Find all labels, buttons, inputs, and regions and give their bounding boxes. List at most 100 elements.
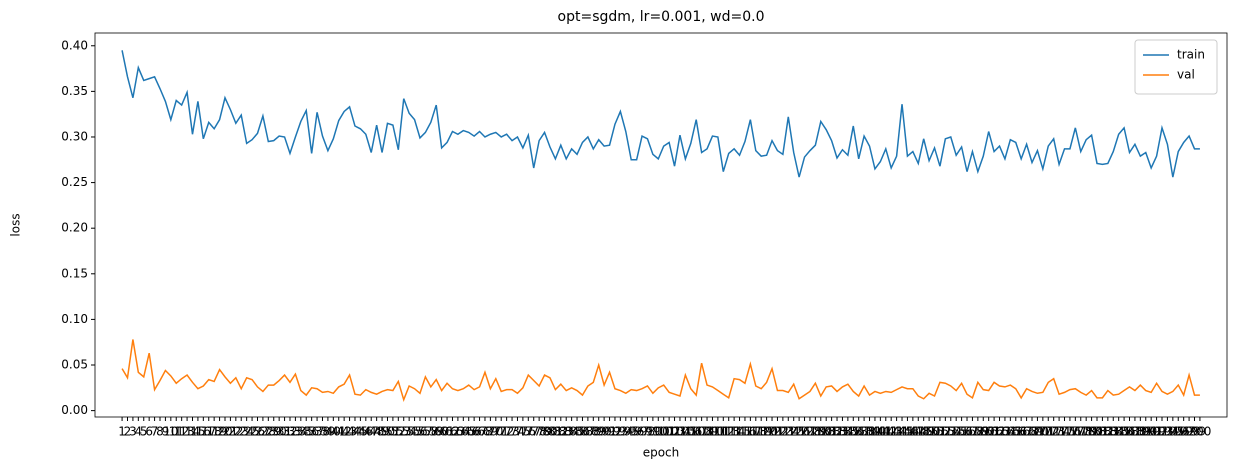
x-tick-label: 177 [1064,425,1087,439]
x-tick-label: 191 [1140,425,1163,439]
x-tick-label: 173 [1042,425,1065,439]
x-tick-label: 27 [255,425,270,439]
x-tick-label: 5 [140,425,148,439]
x-tick-label: 168 [1015,425,1038,439]
x-tick-label: 198 [1178,425,1201,439]
x-tick-label: 158 [961,425,984,439]
y-tick-label: 0.05 [61,358,88,372]
x-tick-label: 112 [712,425,735,439]
x-tick-label: 170 [1026,425,1049,439]
x-tick-label: 71 [494,425,509,439]
x-tick-label: 116 [733,425,756,439]
y-tick-label: 0.15 [61,266,88,280]
x-tick-label: 17 [201,425,216,439]
x-tick-label: 26 [250,425,265,439]
x-tick-label: 95 [624,425,639,439]
x-tick-label: 43 [342,425,357,439]
x-tick-label: 69 [483,425,498,439]
x-tick-label: 150 [918,425,941,439]
x-tick-label: 185 [1107,425,1130,439]
x-tick-label: 84 [564,425,579,439]
x-tick-label: 172 [1037,425,1060,439]
x-tick-label: 98 [640,425,655,439]
x-tick-label: 94 [618,425,633,439]
x-tick-label: 51 [385,425,400,439]
x-tick-label: 38 [315,425,330,439]
x-tick-label: 141 [869,425,892,439]
x-tick-label: 115 [728,425,751,439]
x-tick-label: 73 [504,425,519,439]
x-tick-label: 183 [1096,425,1119,439]
x-tick-label: 119 [750,425,773,439]
x-tick-label: 159 [966,425,989,439]
x-tick-label: 77 [526,425,541,439]
x-tick-label: 59 [429,425,444,439]
x-tick-label: 187 [1118,425,1141,439]
x-tick-label: 66 [466,425,481,439]
x-tick-label: 82 [553,425,568,439]
x-tick-label: 42 [337,425,352,439]
x-tick-label: 106 [679,425,702,439]
x-tick-label: 99 [645,425,660,439]
y-axis-label: loss [9,213,23,236]
x-tick-label: 189 [1129,425,1152,439]
x-tick-label: 134 [831,425,854,439]
x-tick-label: 11 [169,425,184,439]
x-tick-label: 23 [234,425,249,439]
x-tick-label: 21 [223,425,238,439]
x-tick-label: 127 [793,425,816,439]
x-tick-label: 68 [477,425,492,439]
x-tick-label: 100 [647,425,670,439]
x-tick-label: 41 [331,425,346,439]
x-tick-label: 62 [445,425,460,439]
x-tick-label: 121 [761,425,784,439]
x-tick-label: 96 [629,425,644,439]
x-tick-label: 37 [309,425,324,439]
x-axis-label: epoch [643,446,680,460]
x-tick-label: 181 [1086,425,1109,439]
x-tick-label: 45 [353,425,368,439]
x-tick-label: 7 [151,425,159,439]
x-tick-label: 97 [634,425,649,439]
x-tick-label: 174 [1048,425,1071,439]
x-tick-label: 35 [299,425,314,439]
x-tick-label: 128 [798,425,821,439]
x-tick-label: 22 [228,425,243,439]
y-tick-label: 0.00 [61,403,88,417]
x-tick-label: 182 [1091,425,1114,439]
x-tick-label: 63 [450,425,465,439]
x-tick-label: 132 [820,425,843,439]
x-tick-label: 14 [185,425,200,439]
x-tick-label: 162 [983,425,1006,439]
x-tick-label: 81 [548,425,563,439]
x-tick-label: 144 [885,425,908,439]
x-tick-label: 199 [1183,425,1206,439]
x-tick-label: 176 [1058,425,1081,439]
x-tick-label: 188 [1123,425,1146,439]
x-tick-label: 65 [461,425,476,439]
x-tick-label: 13 [179,425,194,439]
x-tick-label: 131 [815,425,838,439]
x-tick-label: 152 [928,425,951,439]
x-tick-label: 194 [1156,425,1179,439]
x-tick-label: 109 [696,425,719,439]
x-tick-label: 67 [472,425,487,439]
x-tick-label: 29 [266,425,281,439]
x-tick-label: 130 [809,425,832,439]
x-tick-label: 39 [320,425,335,439]
x-tick-label: 57 [418,425,433,439]
x-tick-label: 193 [1151,425,1174,439]
x-tick-label: 102 [658,425,681,439]
x-tick-label: 163 [988,425,1011,439]
x-tick-label: 74 [510,425,525,439]
axes-frame [94,32,1228,418]
x-tick-label: 190 [1134,425,1157,439]
x-tick-label: 72 [499,425,514,439]
x-tick-label: 33 [288,425,303,439]
x-tick-label: 2 [124,425,132,439]
x-tick-label: 139 [858,425,881,439]
x-tick-label: 161 [977,425,1000,439]
x-tick-label: 93 [613,425,628,439]
legend-label: train [1177,48,1205,62]
